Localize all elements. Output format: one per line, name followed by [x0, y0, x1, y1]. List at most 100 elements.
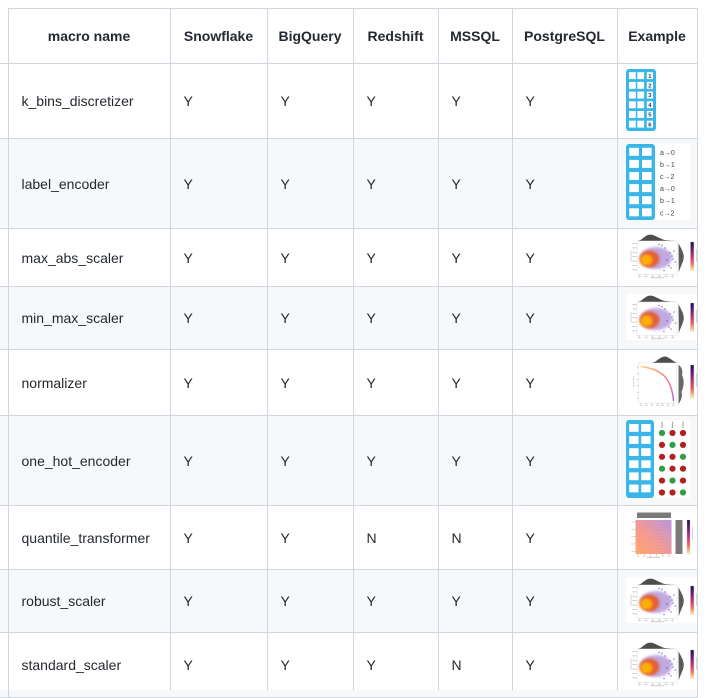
- redshift-support-cell: Y: [352, 138, 439, 229]
- next-row-sliver: [0, 690, 697, 697]
- row-gutter: [0, 505, 9, 570]
- bigquery-support-cell: Y: [266, 632, 354, 698]
- example-image[interactable]: [625, 640, 696, 687]
- svg-text:4: 4: [648, 102, 652, 108]
- svg-text:1: 1: [648, 73, 652, 79]
- mssql-support-cell: N: [437, 505, 513, 570]
- example-image[interactable]: a→0 b→1 c→2 a→0 b→1 c→2: [625, 144, 690, 220]
- example-image[interactable]: [625, 510, 696, 562]
- svg-text:c→2: c→2: [660, 174, 675, 181]
- mssql-support-cell: Y: [437, 569, 513, 633]
- example-cell: a→0 b→1 c→2 a→0 b→1 c→2: [616, 138, 698, 229]
- row-gutter: [0, 228, 9, 287]
- table-row: one_hot_encoder Y Y Y Y Y: [0, 415, 698, 506]
- col-header-macro-name: macro name: [7, 8, 171, 64]
- svg-text:3: 3: [648, 93, 652, 99]
- bigquery-support-cell: Y: [266, 569, 354, 633]
- macro-name-cell: label_encoder: [7, 138, 171, 229]
- redshift-support-cell: Y: [352, 286, 439, 350]
- svg-text:b→1: b→1: [660, 162, 675, 169]
- example-cell: [616, 349, 698, 416]
- redshift-support-cell: Y: [352, 228, 439, 287]
- scatter-jointplot-example-icon: [625, 233, 696, 279]
- col-header-bigquery: BigQuery: [266, 8, 354, 64]
- quantile-transformer-example-icon: [625, 510, 696, 562]
- snowflake-support-cell: Y: [169, 63, 268, 139]
- label-encoder-example-icon: a→0 b→1 c→2 a→0 b→1 c→2: [625, 144, 690, 220]
- svg-text:c→2: c→2: [660, 210, 675, 217]
- col-header-mssql: MSSQL: [437, 8, 513, 64]
- row-gutter: [0, 632, 9, 698]
- macro-name-cell: k_bins_discretizer: [7, 63, 171, 139]
- snowflake-support-cell: Y: [169, 228, 268, 287]
- redshift-support-cell: Y: [352, 349, 439, 416]
- redshift-support-cell: Y: [352, 415, 439, 506]
- snowflake-support-cell: Y: [169, 349, 268, 416]
- snowflake-support-cell: Y: [169, 286, 268, 350]
- macro-name-cell: one_hot_encoder: [7, 415, 171, 506]
- macro-name-cell: normalizer: [7, 349, 171, 416]
- bigquery-support-cell: Y: [266, 505, 354, 570]
- postgresql-support-cell: Y: [511, 286, 618, 350]
- example-cell: 1 2 3 4 5 6: [616, 63, 698, 139]
- mssql-support-cell: Y: [437, 228, 513, 287]
- postgresql-support-cell: Y: [511, 138, 618, 229]
- table-row: label_encoder Y Y Y Y Y a→0 b→1 c→2 a→0 b→1 c→2: [0, 138, 698, 229]
- table-row: min_max_scaler Y Y Y Y Y: [0, 286, 698, 350]
- col-header-example: Example: [616, 8, 698, 64]
- scatter-jointplot-example-icon: [625, 293, 696, 340]
- postgresql-support-cell: Y: [511, 569, 618, 633]
- mssql-support-cell: N: [437, 632, 513, 698]
- bigquery-support-cell: Y: [266, 286, 354, 350]
- row-gutter: [0, 138, 9, 229]
- row-gutter: [0, 415, 9, 506]
- postgresql-support-cell: Y: [511, 63, 618, 139]
- bigquery-support-cell: Y: [266, 349, 354, 416]
- macro-name-cell: standard_scaler: [7, 632, 171, 698]
- header-gutter: [0, 8, 8, 64]
- example-image[interactable]: [625, 576, 696, 623]
- one-hot-encoder-example-icon: [625, 420, 690, 498]
- header-row: macro name Snowflake BigQuery Redshift M…: [0, 8, 698, 64]
- col-header-postgresql: PostgreSQL: [511, 8, 618, 64]
- bigquery-support-cell: Y: [266, 138, 354, 229]
- table-row: quantile_transformer Y Y N N Y: [0, 505, 698, 570]
- mssql-support-cell: Y: [437, 286, 513, 350]
- postgresql-support-cell: Y: [511, 632, 618, 698]
- snowflake-support-cell: Y: [169, 138, 268, 229]
- mssql-support-cell: Y: [437, 138, 513, 229]
- kbins-discretizer-example-icon: 1 2 3 4 5 6: [625, 68, 656, 131]
- svg-text:6: 6: [648, 122, 652, 128]
- bigquery-support-cell: Y: [266, 228, 354, 287]
- normalizer-example-icon: [625, 354, 696, 408]
- macro-name-cell: robust_scaler: [7, 569, 171, 633]
- table-row: max_abs_scaler Y Y Y Y Y: [0, 228, 698, 287]
- mssql-support-cell: Y: [437, 63, 513, 139]
- bigquery-support-cell: Y: [266, 63, 354, 139]
- snowflake-support-cell: Y: [169, 569, 268, 633]
- postgresql-support-cell: Y: [511, 228, 618, 287]
- example-cell: [616, 415, 698, 506]
- example-image[interactable]: [625, 420, 690, 498]
- example-image[interactable]: [625, 354, 696, 408]
- snowflake-support-cell: Y: [169, 505, 268, 570]
- snowflake-support-cell: Y: [169, 415, 268, 506]
- example-cell: [616, 228, 698, 287]
- redshift-support-cell: Y: [352, 632, 439, 698]
- svg-text:a→0: a→0: [660, 186, 675, 193]
- example-image[interactable]: [625, 293, 696, 340]
- svg-text:b→1: b→1: [660, 198, 675, 205]
- example-cell: [616, 569, 698, 633]
- row-gutter: [0, 286, 9, 350]
- redshift-support-cell: Y: [352, 63, 439, 139]
- postgresql-support-cell: Y: [511, 505, 618, 570]
- svg-text:5: 5: [648, 112, 652, 118]
- example-image[interactable]: [625, 233, 696, 279]
- bigquery-support-cell: Y: [266, 415, 354, 506]
- example-image[interactable]: 1 2 3 4 5 6: [625, 68, 656, 131]
- table-row: robust_scaler Y Y Y Y Y: [0, 569, 698, 633]
- mssql-support-cell: Y: [437, 415, 513, 506]
- redshift-support-cell: N: [352, 505, 439, 570]
